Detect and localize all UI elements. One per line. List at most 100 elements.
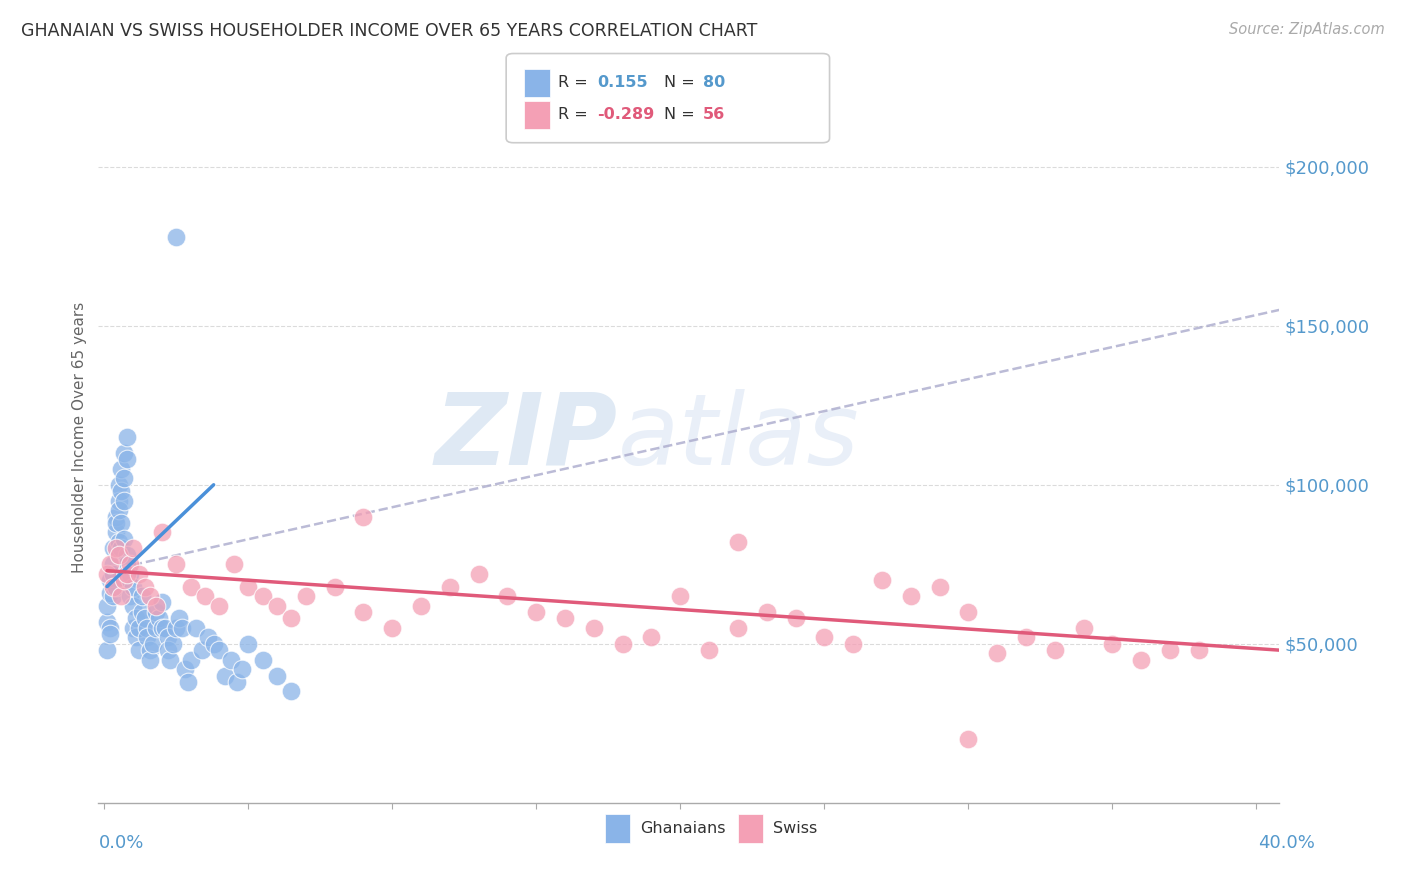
Point (167, 611, 190, 625)
Point (120, 589, 142, 603)
Point (957, 732, 980, 747)
Point (104, 516, 127, 530)
Point (104, 509, 127, 524)
Text: N =: N = (664, 75, 695, 89)
Point (352, 509, 374, 524)
Point (96, 599, 118, 613)
Point (1188, 643, 1211, 657)
Point (131, 605, 153, 619)
Point (219, 653, 242, 667)
Point (107, 503, 129, 517)
Point (104, 525, 127, 540)
Point (280, 684, 302, 698)
Point (98, 627, 121, 641)
Point (112, 471, 135, 485)
Point (208, 643, 231, 657)
Point (128, 566, 150, 581)
Point (136, 621, 159, 635)
Point (612, 637, 634, 651)
Text: 0.155: 0.155 (598, 75, 648, 89)
Y-axis label: Householder Income Over 65 years: Householder Income Over 65 years (72, 301, 87, 573)
Point (231, 662, 253, 676)
Point (225, 675, 247, 690)
Point (139, 653, 162, 667)
Point (98, 621, 121, 635)
Point (162, 637, 184, 651)
Point (128, 621, 150, 635)
Point (496, 589, 519, 603)
Point (110, 484, 132, 499)
Point (150, 621, 173, 635)
Point (115, 452, 138, 467)
Point (180, 580, 202, 594)
Point (101, 541, 124, 556)
Point (115, 566, 138, 581)
Point (170, 621, 193, 635)
Point (202, 637, 225, 651)
Point (122, 580, 145, 594)
Text: N =: N = (664, 107, 695, 121)
Point (727, 621, 749, 635)
Text: R =: R = (558, 75, 588, 89)
Text: Ghanaians: Ghanaians (640, 822, 725, 836)
Point (104, 541, 127, 556)
Point (101, 566, 124, 581)
Point (112, 446, 135, 460)
Point (813, 631, 835, 645)
Text: Swiss: Swiss (773, 822, 817, 836)
Point (107, 548, 129, 562)
Point (120, 573, 142, 587)
Text: GHANAIAN VS SWISS HOUSEHOLDER INCOME OVER 65 YEARS CORRELATION CHART: GHANAIAN VS SWISS HOUSEHOLDER INCOME OVE… (21, 22, 758, 40)
Point (986, 646, 1008, 660)
Point (214, 668, 236, 682)
Text: ZIP: ZIP (434, 389, 619, 485)
Point (112, 573, 135, 587)
Point (197, 631, 219, 645)
Point (222, 558, 245, 572)
Point (145, 605, 167, 619)
Point (381, 621, 404, 635)
Text: atlas: atlas (619, 389, 859, 485)
Point (1015, 631, 1038, 645)
Point (177, 675, 200, 690)
Point (266, 668, 288, 682)
Point (295, 589, 318, 603)
Point (409, 599, 432, 613)
Point (755, 605, 778, 619)
Text: R =: R = (558, 107, 588, 121)
Point (186, 621, 208, 635)
Point (1101, 637, 1123, 651)
Point (101, 558, 124, 572)
Point (957, 605, 980, 619)
Point (439, 580, 461, 594)
Point (352, 605, 374, 619)
Point (96, 643, 118, 657)
Point (128, 643, 150, 657)
Point (145, 621, 167, 635)
Point (208, 599, 231, 613)
Text: 40.0%: 40.0% (1258, 834, 1315, 852)
Point (125, 611, 148, 625)
Point (110, 589, 132, 603)
Point (120, 566, 142, 581)
Point (252, 589, 274, 603)
Point (323, 580, 346, 594)
Point (1130, 653, 1153, 667)
Point (697, 643, 720, 657)
Point (148, 611, 170, 625)
Point (120, 558, 142, 572)
Point (145, 599, 167, 613)
Point (104, 580, 127, 594)
Point (107, 493, 129, 508)
Point (870, 573, 893, 587)
Point (134, 611, 156, 625)
Point (115, 558, 138, 572)
Point (115, 548, 138, 562)
Point (98, 586, 121, 600)
Text: 0.0%: 0.0% (98, 834, 143, 852)
Point (139, 589, 162, 603)
Point (101, 589, 124, 603)
Point (98, 558, 121, 572)
Point (1073, 621, 1095, 635)
Point (1159, 643, 1181, 657)
